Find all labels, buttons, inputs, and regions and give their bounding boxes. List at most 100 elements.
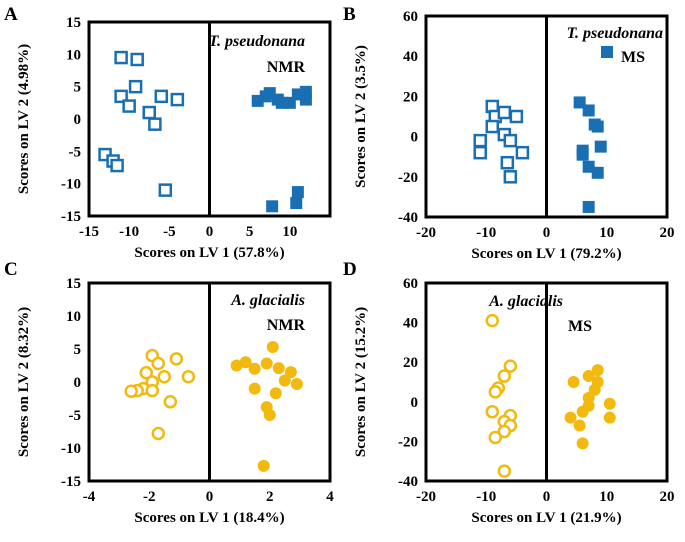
panel-a-ytick-label: -15 [61,209,81,225]
panel-b-point-open [485,119,500,134]
panel-d-xtick-label: 20 [660,489,675,505]
panel-c-xtick-label: -2 [143,489,156,505]
panel-b-xtick-label: 20 [660,225,675,241]
panel-d-point-open [485,313,500,328]
panel-a-point-open [158,183,173,197]
panel-b-point-filled [591,120,604,133]
panel-d-method-label: MS [568,318,592,335]
panel-b-point-open [497,105,512,120]
panel-b-point-open [503,133,518,148]
panel-b-point-filled [582,104,595,117]
panel-b-legend-marker [601,46,613,58]
panel-c-letter: C [4,259,18,280]
panel-d-point-filled [564,411,577,424]
panel-b-point-open [473,145,487,160]
panel-c-point-open [124,384,138,398]
panel-c-point-open [169,352,184,366]
panel-b-point-open [473,133,487,148]
panel-b-letter: B [343,4,356,25]
panel-d-point-filled [603,397,616,410]
panel-d-xtick-label: -20 [416,489,436,505]
panel-a-point-filled [290,197,303,210]
panel-c-ylabel: Scores on LV 2 (8.32%) [16,307,32,457]
panel-b-point-open [515,145,530,160]
panel-c-point-filled [248,382,261,395]
panel-c-point-filled [266,341,279,354]
panel-c-point-filled [257,459,270,472]
panel-b-method-label: MS [621,49,645,66]
panel-b-point-filled [582,200,595,213]
panel-c-point-filled [272,362,285,375]
panel-d-point-open [497,424,512,439]
panel-a-point-open [148,117,162,131]
panel-c-point-filled [239,356,252,369]
panel-b-ytick-label: 40 [403,49,418,65]
panel-a-point-open [154,89,169,104]
panel-d-point-filled [576,405,589,418]
panel-a-ytick-label: 0 [74,112,82,128]
panel-a-point-open [114,50,128,65]
panel-c-ytick-label: 5 [74,342,82,358]
panel-a-ytick-label: -10 [61,177,81,193]
panel-a-xlabel: Scores on LV 1 (57.8%) [134,245,284,261]
panel-c-point-open [145,383,160,398]
panel-b-point-filled [573,96,586,109]
panel-d-point-filled [603,411,616,424]
panel-c-point-filled [230,359,243,372]
panel-d-point-open [485,404,500,419]
panel-c-ytick-label: 0 [74,375,82,391]
panel-b-ytick-label: 20 [403,89,418,105]
panel-a-point-filled [266,200,279,213]
panel-a-xtick-label: -10 [119,224,139,240]
panel-d-point-open [503,359,518,373]
panel-d-ytick-label: -40 [398,474,418,490]
panel-a-xtick-label: 10 [282,224,297,240]
panel-b-ylabel: Scores on LV 2 (3.5%) [353,45,369,188]
panel-a-point-open [170,92,185,107]
panel-a-ytick-label: 5 [74,80,82,96]
panel-a-ylabel: Scores on LV 2 (4.98%) [16,44,32,194]
panel-c-xtick-label: 4 [326,489,334,505]
panel-c-xtick-label: 2 [266,489,274,505]
panel-c-point-filled [260,357,273,370]
panel-b-xtick-label: 10 [599,225,614,241]
panel-b-point-open [503,170,518,184]
panel-a-point-filled [283,96,296,109]
panel-c-point-filled [290,377,303,390]
panel-d-ytick-label: -20 [398,434,418,450]
panel-d-ytick-label: 0 [411,395,419,411]
panel-d-point-filled [567,376,580,388]
panel-c-point-open [139,366,153,380]
panel-d-point-filled [582,370,595,383]
panel-d-point-filled [573,419,586,432]
panel-d-ytick-label: 20 [403,355,418,371]
panel-b-species-label: T. pseudonana [567,25,663,42]
panel-c-point-open [151,356,166,371]
panel-d-point-open [497,464,512,478]
panel-c-method-label: NMR [267,317,306,334]
panel-c-point-filled [263,409,276,421]
panel-a-point-open [110,158,124,173]
panel-c-point-open [157,369,172,384]
panel-c-xtick-label: -4 [83,489,96,505]
panel-b-xtick-label: -20 [416,225,436,241]
panel-d-ytick-label: 40 [403,316,418,332]
panel-d-xlabel: Scores on LV 1 (21.9%) [471,510,621,526]
panel-a-method-label: NMR [267,59,306,76]
panel-d-xtick-label: 0 [543,489,551,505]
panel-a-point-open [130,52,144,67]
panel-b-xtick-label: -10 [476,225,496,241]
panel-c-point-filled [284,366,297,379]
panel-a-ytick-label: -5 [69,144,82,160]
panel-a-ytick-label: 10 [66,47,81,63]
panel-c-species-label: A. glacialis [230,292,305,309]
panel-a-point-open [122,99,136,113]
panel-a-species-label: T. pseudonana [209,33,305,50]
panel-b-point-open [500,155,515,170]
panel-b-point-filled [591,166,604,179]
panel-c-point-filled [248,362,261,375]
panel-a-xtick-label: -5 [163,224,176,240]
panel-a-ytick-label: 15 [66,15,81,31]
panel-b-ytick-label: -20 [398,170,418,186]
